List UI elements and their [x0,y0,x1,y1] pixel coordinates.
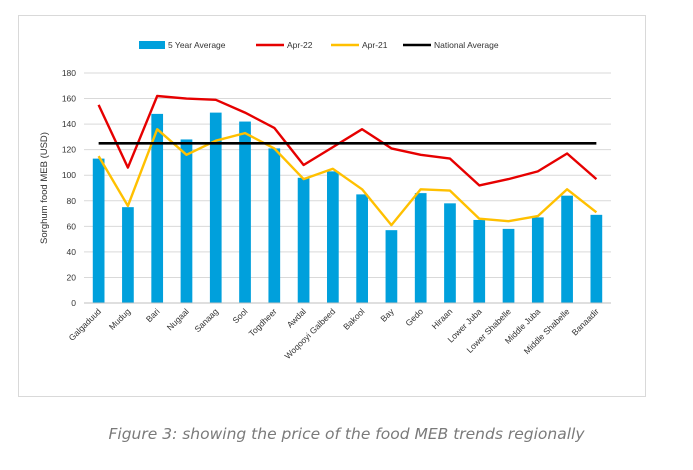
y-tick-label-100: 100 [62,170,76,180]
y-tick-label-180: 180 [62,68,76,78]
chart-frame: 5 Year Average Apr-22 Apr-21 National Avera… [18,15,646,397]
legend-label-5-year-average: 5 Year Average [168,40,226,50]
chart-legend: 5 Year Average Apr-22 Apr-21 National Avera… [139,40,499,50]
x-tick-label-galgaduud: Galgaduud [67,306,104,343]
bar-togdheer [268,148,281,303]
figure-caption: Figure 3: showing the price of the food … [108,425,585,443]
y-tick-label-40: 40 [67,247,77,257]
y-tick-label-0: 0 [71,298,76,308]
x-tick-label-banaadir: Banaadir [570,306,601,337]
legend-label-apr-22: Apr-22 [287,40,313,50]
bar-gedo [414,193,427,303]
x-tick-label-hiraan: Hiraan [430,306,455,331]
line-apr-22 [97,94,598,187]
y-tick-label-80: 80 [67,196,77,206]
x-tick-label-bay: Bay [378,306,396,324]
y-tick-label-60: 60 [67,221,77,231]
legend-label-apr-21: Apr-21 [362,40,388,50]
bar-sanaag [209,112,222,303]
x-tick-label-bakool: Bakool [341,306,367,332]
bar-nugaal [180,139,193,303]
bar-mudug [122,207,134,303]
x-tick-label-bari: Bari [144,306,162,324]
y-tick-label-120: 120 [62,145,76,155]
bar-woqooyi-galbeed [327,171,339,303]
x-tick-label-woqooyi-galbeed: Woqooyi Galbeed [283,306,338,361]
y-tick-label-160: 160 [62,94,76,104]
x-tick-label-nugaal: Nugaal [165,306,191,332]
x-tick-label-sool: Sool [230,306,249,325]
bar-banaadir [590,214,603,303]
bar-bari [151,113,164,303]
bar-lower-shabelle [502,228,515,303]
line-apr-21 [97,127,598,227]
chart-grid [84,72,611,304]
line-series [97,94,598,227]
x-tick-label-sanaag: Sanaag [192,306,220,334]
bar-lower-juba [473,219,486,303]
bar-bakool [356,194,368,303]
x-tick-label-awdal: Awdal [285,306,308,329]
bar-middle-shabelle [561,195,573,303]
bar-hiraan [444,203,456,303]
x-tick-label-gedo: Gedo [403,306,425,328]
x-tick-label-mudug: Mudug [107,306,133,332]
bar-series [92,112,603,303]
chart-canvas: 5 Year Average Apr-22 Apr-21 National Avera… [39,40,611,361]
y-tick-label-140: 140 [62,119,76,129]
bar-sool [239,121,251,303]
legend-swatch-5-year-average [139,41,165,49]
y-axis-title: Sorghum food MEB (USD) [39,132,50,244]
bar-awdal [297,177,310,303]
bar-galgaduud [92,158,105,303]
legend-label-national-average: National Average [434,40,499,50]
x-tick-label-togdheer: Togdheer [247,306,279,338]
bar-middle-juba [531,217,544,303]
bar-bay [385,230,398,303]
y-tick-label-20: 20 [67,272,77,282]
